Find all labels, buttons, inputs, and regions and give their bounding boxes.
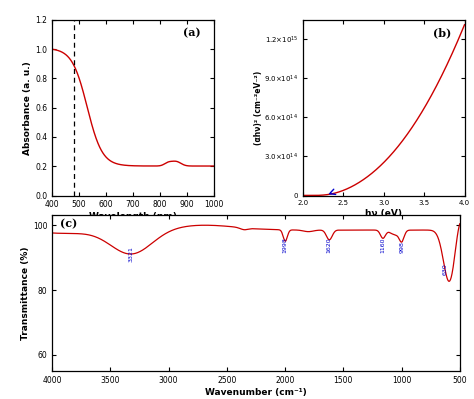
- X-axis label: Wavelength (nm): Wavelength (nm): [89, 212, 177, 221]
- Text: 630: 630: [442, 264, 447, 275]
- Text: (b): (b): [433, 27, 452, 38]
- Text: (c): (c): [60, 219, 78, 229]
- X-axis label: Wavenumber (cm⁻¹): Wavenumber (cm⁻¹): [205, 388, 307, 397]
- X-axis label: hν (eV): hν (eV): [365, 209, 402, 218]
- Text: 1160: 1160: [381, 237, 385, 253]
- Text: (a): (a): [183, 27, 201, 38]
- Y-axis label: (αhν)² (cm⁻²eV⁻²): (αhν)² (cm⁻²eV⁻²): [254, 71, 263, 145]
- Y-axis label: Absorbance (a. u.): Absorbance (a. u.): [23, 61, 32, 154]
- Text: 1620: 1620: [327, 237, 332, 253]
- Text: 998: 998: [399, 241, 404, 253]
- Text: 1998: 1998: [283, 237, 288, 253]
- Text: 3321: 3321: [129, 247, 134, 263]
- Y-axis label: Transmittance (%): Transmittance (%): [21, 247, 30, 340]
